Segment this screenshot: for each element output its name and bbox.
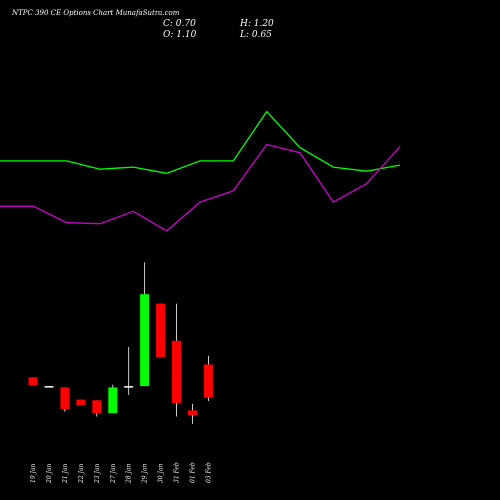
candle-body xyxy=(108,387,118,414)
x-tick-label: 30 Jan xyxy=(158,463,165,483)
x-tick-label: 19 Jan xyxy=(30,463,37,483)
chart-title: NTPC 390 CE Options Chart MunafaSutra.co… xyxy=(11,9,180,17)
candle-body xyxy=(44,386,54,388)
candle xyxy=(140,262,150,387)
close-readout: C: 0.70 xyxy=(163,19,196,29)
open-readout: O: 1.10 xyxy=(163,30,197,40)
x-tick-label: 01 Feb xyxy=(190,462,197,483)
candle xyxy=(108,384,118,414)
lines-panel xyxy=(0,110,401,232)
series-line-0 xyxy=(0,110,401,174)
candle xyxy=(188,403,197,424)
x-tick-label: 29 Jan xyxy=(142,463,149,484)
x-tick-label: 22 Jan xyxy=(78,463,85,484)
candle-body xyxy=(140,294,150,387)
high-readout: H: 1.20 xyxy=(239,19,274,29)
x-tick-label: 21 Jan xyxy=(62,463,69,484)
x-tick-label: 03 Feb xyxy=(205,462,212,483)
candle xyxy=(60,387,70,412)
candles-panel xyxy=(28,262,213,424)
candle xyxy=(92,400,102,417)
candle-body xyxy=(60,387,70,409)
candle-body xyxy=(28,377,38,386)
series-line-1 xyxy=(0,143,401,232)
candle-body xyxy=(124,386,134,388)
candle-body xyxy=(188,410,197,416)
x-tick-label: 27 Jan xyxy=(110,463,117,484)
candle-body xyxy=(76,399,86,405)
candle xyxy=(124,346,134,395)
x-axis-ticks: 19 Jan 20 Jan 21 Jan 22 Jan 23 Jan 27 Jan 28 J… xyxy=(30,462,212,484)
candle xyxy=(172,303,181,417)
candle xyxy=(203,355,213,401)
candle-body xyxy=(172,340,181,403)
x-tick-label: 28 Jan xyxy=(126,463,133,484)
candle-body xyxy=(203,364,213,398)
candle xyxy=(156,303,166,357)
x-tick-label: 23 Jan xyxy=(94,463,101,484)
candle-body xyxy=(156,303,166,357)
candle xyxy=(28,377,38,386)
candle xyxy=(44,386,54,388)
candle-body xyxy=(92,400,102,414)
low-readout: L: 0.65 xyxy=(239,30,272,40)
x-tick-label: 31 Feb xyxy=(174,462,181,483)
x-tick-label: 20 Jan xyxy=(46,463,53,484)
candle xyxy=(76,399,86,405)
